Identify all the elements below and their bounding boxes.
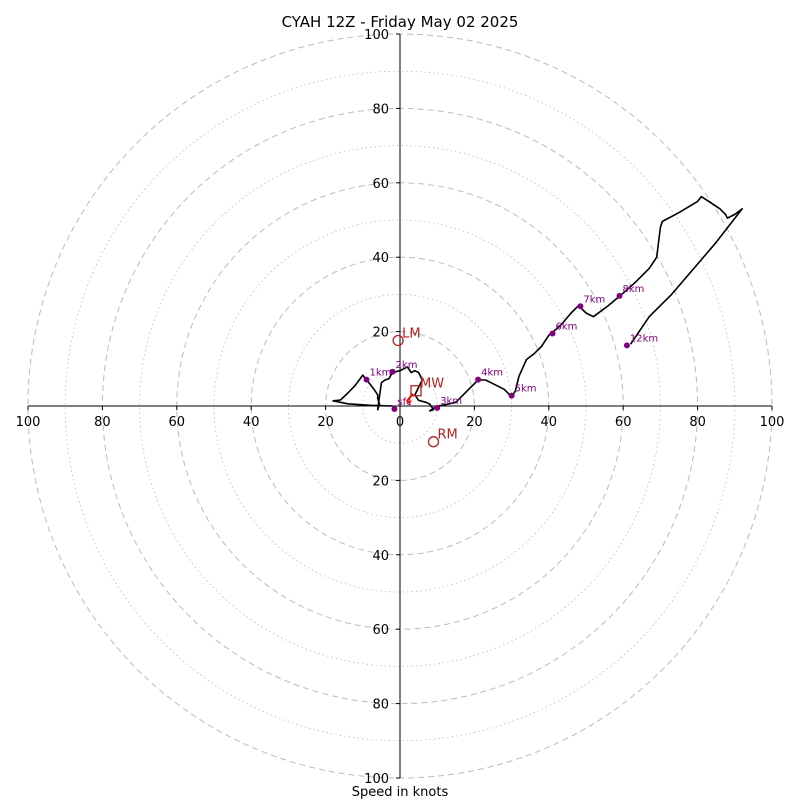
chart-title: CYAH 12Z - Friday May 02 2025 bbox=[282, 13, 519, 31]
x-axis-label: Speed in knots bbox=[352, 785, 449, 800]
x-tick-label: 20 bbox=[317, 415, 334, 430]
height-label-4km: 4km bbox=[481, 368, 503, 379]
x-tick-label: 60 bbox=[169, 415, 186, 430]
height-marker-3km bbox=[434, 404, 441, 411]
tick-labels: 100 100 80 80 60 60 40 40 20 20 0 20 20 40 40 60 60 80 80 1… bbox=[16, 28, 785, 787]
y-tick-label: 40 bbox=[372, 549, 389, 564]
x-tick-label: 80 bbox=[94, 415, 111, 430]
height-markers: sfc 1km 2km 3km 4km 5km 6km 7km 8km 12km bbox=[363, 284, 658, 412]
mean-wind-arrow bbox=[405, 393, 414, 403]
hodograph-trace bbox=[332, 195, 744, 412]
y-tick-label: 100 bbox=[364, 28, 389, 43]
height-label-3km: 3km bbox=[440, 396, 462, 407]
height-marker-7km bbox=[577, 303, 584, 310]
x-tick-label: 40 bbox=[243, 415, 260, 430]
height-marker-sfc bbox=[391, 405, 398, 412]
height-label-2km: 2km bbox=[396, 360, 418, 371]
wind-trace bbox=[332, 195, 744, 412]
height-label-7km: 7km bbox=[583, 294, 605, 305]
height-marker-4km bbox=[475, 376, 482, 383]
y-tick-label: 100 bbox=[364, 772, 389, 787]
height-marker-12km bbox=[623, 342, 630, 349]
storm-motion-marker-RM bbox=[427, 436, 440, 448]
height-marker-2km bbox=[389, 368, 396, 375]
mean-wind-marker bbox=[410, 385, 422, 397]
y-tick-label: 60 bbox=[372, 177, 389, 192]
storm-motion-label-RM: RM bbox=[437, 428, 457, 443]
x-tick-label: 0 bbox=[396, 415, 404, 430]
height-label-12km: 12km bbox=[630, 333, 658, 344]
x-tick-label: 100 bbox=[16, 415, 41, 430]
x-tick-label: 40 bbox=[541, 415, 558, 430]
y-tick-label: 20 bbox=[372, 326, 389, 341]
storm-motion-markers: LM RM MW bbox=[392, 327, 458, 448]
height-marker-5km bbox=[508, 392, 515, 399]
height-label-sfc: sfc bbox=[397, 397, 411, 408]
storm-motion-label-MW: MW bbox=[420, 377, 444, 392]
height-marker-1km bbox=[363, 376, 370, 383]
y-tick-label: 20 bbox=[372, 474, 389, 489]
height-label-5km: 5km bbox=[515, 384, 537, 395]
storm-motion-marker-LM bbox=[392, 334, 404, 347]
height-label-8km: 8km bbox=[622, 284, 644, 295]
height-label-6km: 6km bbox=[556, 321, 578, 332]
x-tick-label: 100 bbox=[760, 415, 785, 430]
x-tick-label: 80 bbox=[689, 415, 706, 430]
x-tick-label: 20 bbox=[466, 415, 483, 430]
height-marker-6km bbox=[549, 330, 556, 337]
height-label-1km: 1km bbox=[370, 368, 392, 379]
mean-wind-arrowhead bbox=[406, 400, 412, 405]
storm-motion-label-LM: LM bbox=[402, 327, 420, 342]
y-tick-label: 40 bbox=[372, 251, 389, 266]
height-marker-8km bbox=[616, 292, 623, 299]
y-tick-label: 60 bbox=[372, 623, 389, 638]
y-tick-label: 80 bbox=[372, 698, 389, 713]
y-tick-label: 80 bbox=[372, 102, 389, 117]
x-tick-label: 60 bbox=[615, 415, 632, 430]
